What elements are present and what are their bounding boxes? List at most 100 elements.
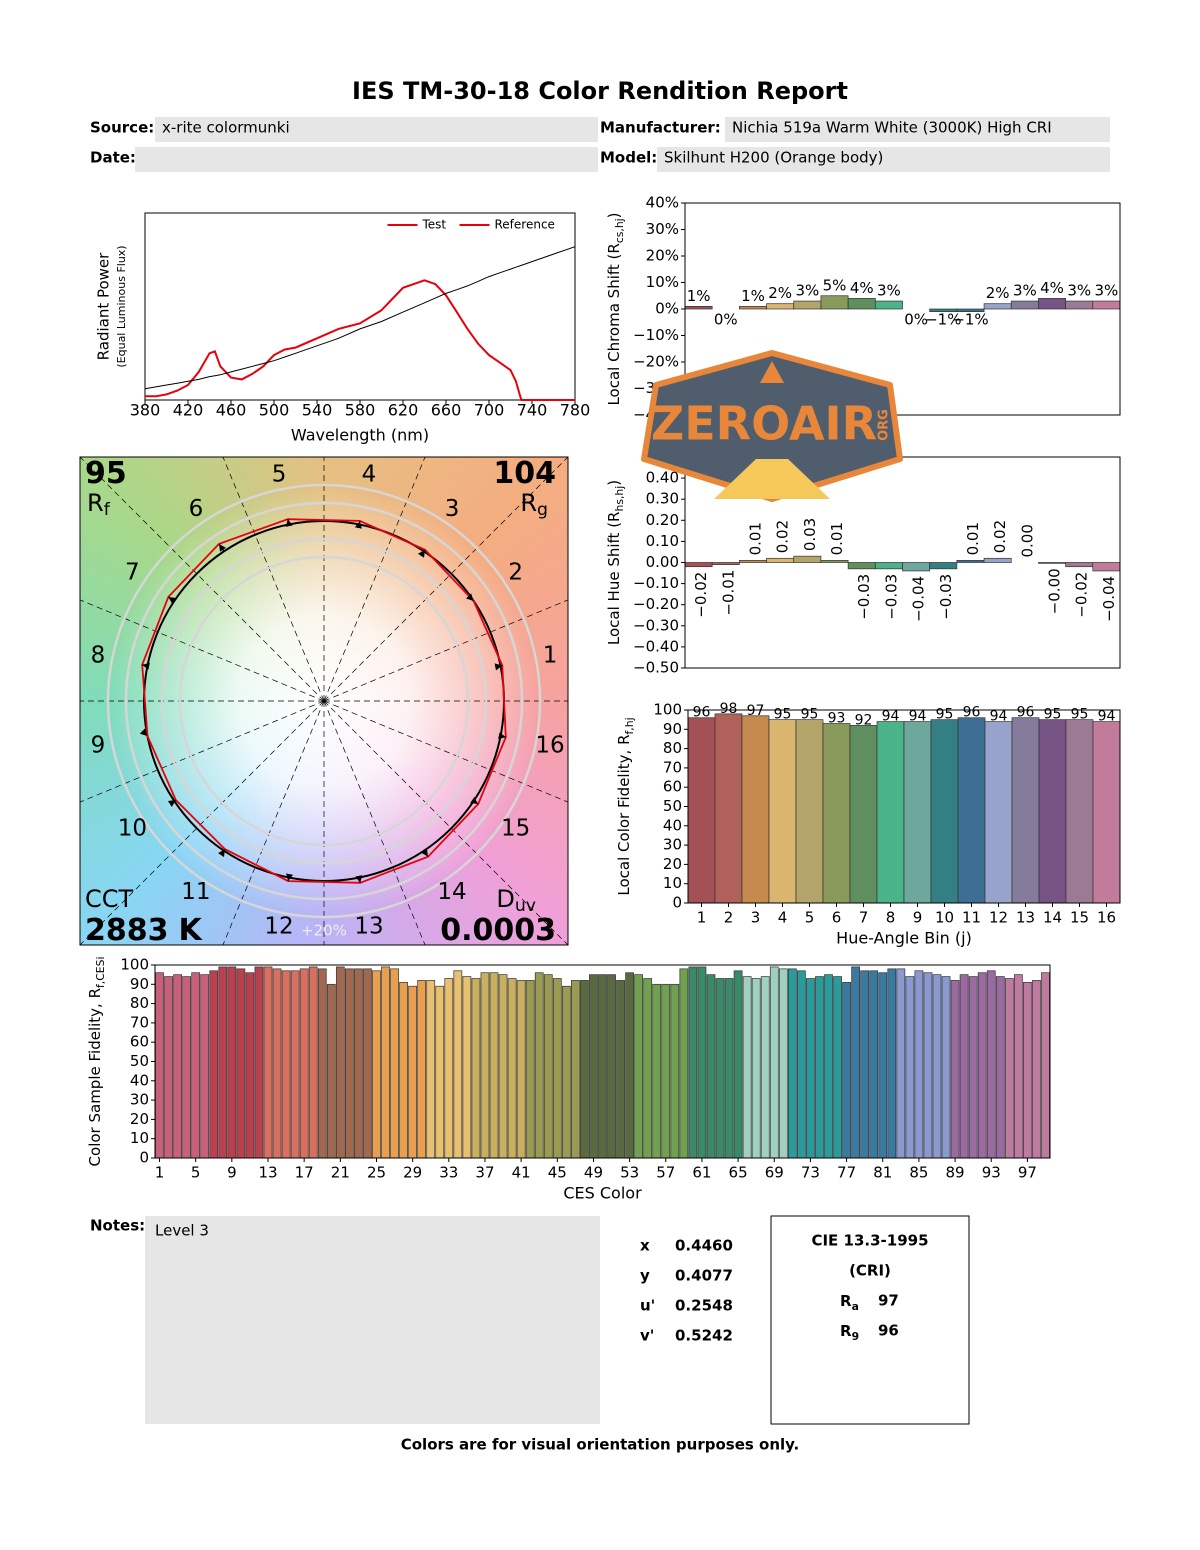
bar (281, 970, 291, 1159)
x-axis-label: CES Color (563, 1184, 642, 1203)
y-tick-label: −10% (633, 326, 679, 344)
x-tick-label: 89 (946, 1164, 965, 1182)
value-label: 4% (850, 279, 874, 297)
x-tick-label: 25 (367, 1164, 386, 1182)
bar (652, 983, 662, 1159)
value-label: 0.00 (1018, 524, 1036, 557)
bar (625, 972, 634, 1159)
x-tick-label: 33 (439, 1164, 458, 1182)
hue-bin-label: 5 (272, 461, 287, 487)
bar (236, 968, 246, 1159)
x-tick-label: 85 (909, 1164, 928, 1182)
cri-box (770, 1215, 970, 1425)
shift-arrow (218, 543, 226, 552)
bar (929, 562, 958, 570)
value-label: 95 (936, 707, 954, 723)
value-label: 3% (1095, 282, 1119, 300)
hue-bin-label: 13 (354, 914, 383, 940)
y-tick-label: 80 (130, 994, 149, 1012)
x-tick-label: 93 (982, 1164, 1001, 1182)
bar (793, 300, 822, 310)
shift-arrow (354, 520, 362, 529)
bar (874, 300, 903, 310)
metric-value: 2883 K (85, 913, 204, 948)
text-part: 0.0003 (440, 913, 556, 948)
y-axis-label: Local Chroma Shift (Rcs,hj) (605, 212, 627, 405)
watermark-badge (641, 350, 903, 502)
bar (598, 974, 607, 1159)
text-part: f (104, 500, 111, 520)
bar (173, 974, 182, 1159)
value-label: −1% (925, 311, 961, 329)
y-tick-label: 70 (130, 1013, 149, 1031)
x-tick-label: 580 (345, 401, 376, 420)
bar (453, 970, 463, 1159)
bar (787, 968, 797, 1159)
bar (326, 983, 336, 1159)
value-label: 4% (1040, 279, 1064, 297)
bar (797, 970, 806, 1159)
hue-spoke (80, 457, 325, 702)
bar (643, 978, 653, 1159)
cri-title: CIE 13.3-1995 (811, 1232, 928, 1250)
hue-spoke (323, 700, 568, 945)
chroma-label: y (640, 1267, 650, 1285)
bar (768, 719, 797, 904)
bar (697, 966, 707, 1159)
bar (815, 976, 824, 1159)
bar (847, 562, 876, 570)
bar (299, 968, 309, 1159)
field-box (657, 147, 1110, 172)
bar (684, 562, 713, 568)
value-label: 98 (720, 701, 738, 717)
bar (1065, 300, 1094, 310)
cri-subtitle: (CRI) (849, 1262, 891, 1280)
value-label: 96 (693, 705, 711, 721)
y-tick-label: 40% (646, 194, 679, 212)
chroma-value: 0.2548 (675, 1297, 733, 1315)
x-tick-label: 49 (584, 1164, 603, 1182)
value-label: 95 (1071, 707, 1089, 723)
bar (739, 560, 767, 563)
x-tick-label: 3 (751, 909, 761, 927)
plot-frame (79, 456, 569, 946)
x-tick-label: 5 (191, 1164, 201, 1182)
x-tick-label: 21 (331, 1164, 350, 1182)
text-part: CCT (85, 885, 134, 913)
value-label: 0.01 (964, 522, 982, 555)
chroma-label: u' (640, 1297, 655, 1315)
bar (766, 303, 795, 310)
bar (806, 978, 815, 1159)
text-part: R (520, 489, 537, 517)
value-label: 96 (963, 705, 981, 721)
plot-frame (154, 964, 1051, 1159)
x-tick-label: 740 (517, 401, 548, 420)
bar (1013, 974, 1023, 1159)
cri-label: Ra (840, 1292, 859, 1314)
bar (983, 557, 1012, 563)
bar (995, 976, 1005, 1159)
bar (426, 980, 436, 1159)
hue-spoke (80, 700, 325, 803)
x-tick-label: 45 (548, 1164, 567, 1182)
hue-spoke (323, 700, 426, 945)
shift-arrow (167, 799, 177, 807)
bar (182, 976, 192, 1159)
bar (851, 966, 861, 1159)
bar (842, 982, 851, 1159)
bar (887, 968, 897, 1159)
bar (902, 562, 931, 572)
text-part: Local Chroma Shift (R (605, 243, 623, 405)
value-label: 3% (1067, 282, 1091, 300)
ring-label: +20% (301, 922, 347, 940)
bar (869, 970, 879, 1159)
x-tick-label: 12 (989, 909, 1008, 927)
value-label: −0.00 (1046, 568, 1064, 614)
bar (968, 976, 978, 1159)
bar (263, 966, 273, 1159)
bar (390, 968, 399, 1159)
value-label: 96 (1017, 705, 1035, 721)
legend-label: Test (422, 218, 447, 232)
x-tick-label: 8 (886, 909, 896, 927)
chroma-value: 0.5242 (675, 1327, 733, 1345)
